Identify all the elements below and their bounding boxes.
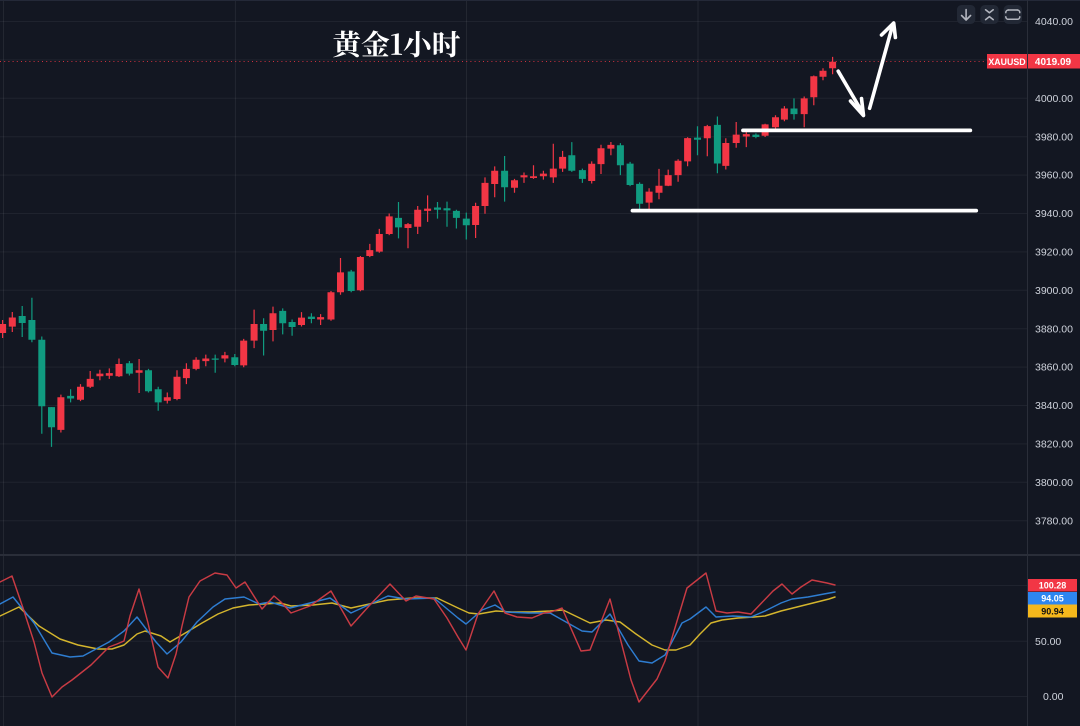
svg-text:3980.00: 3980.00 — [1035, 131, 1073, 143]
svg-text:3940.00: 3940.00 — [1035, 208, 1073, 220]
svg-text:4040.00: 4040.00 — [1035, 16, 1073, 28]
svg-text:XAUUSD: XAUUSD — [988, 57, 1025, 67]
svg-text:3900.00: 3900.00 — [1035, 285, 1073, 297]
svg-text:3800.00: 3800.00 — [1035, 477, 1073, 489]
svg-text:100.28: 100.28 — [1039, 581, 1067, 591]
svg-text:0.00: 0.00 — [1043, 691, 1064, 703]
svg-text:3880.00: 3880.00 — [1035, 323, 1073, 335]
svg-text:50.00: 50.00 — [1035, 636, 1061, 648]
svg-text:94.05: 94.05 — [1041, 594, 1064, 604]
svg-text:90.94: 90.94 — [1041, 607, 1064, 617]
svg-text:3840.00: 3840.00 — [1035, 400, 1073, 412]
svg-text:3960.00: 3960.00 — [1035, 170, 1073, 182]
svg-text:4019.09: 4019.09 — [1035, 57, 1072, 68]
svg-text:3780.00: 3780.00 — [1035, 515, 1073, 527]
svg-text:3920.00: 3920.00 — [1035, 247, 1073, 259]
svg-text:4000.00: 4000.00 — [1035, 93, 1073, 105]
svg-text:3820.00: 3820.00 — [1035, 439, 1073, 451]
svg-text:3860.00: 3860.00 — [1035, 362, 1073, 374]
